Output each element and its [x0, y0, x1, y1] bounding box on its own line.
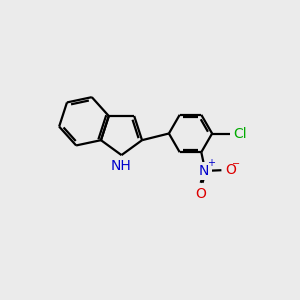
Text: NH: NH — [111, 160, 132, 173]
Text: Cl: Cl — [233, 127, 247, 140]
Text: O: O — [195, 187, 206, 201]
Text: −: − — [232, 159, 240, 169]
Text: O: O — [225, 163, 236, 177]
Text: +: + — [207, 158, 215, 168]
Text: N: N — [199, 164, 209, 178]
